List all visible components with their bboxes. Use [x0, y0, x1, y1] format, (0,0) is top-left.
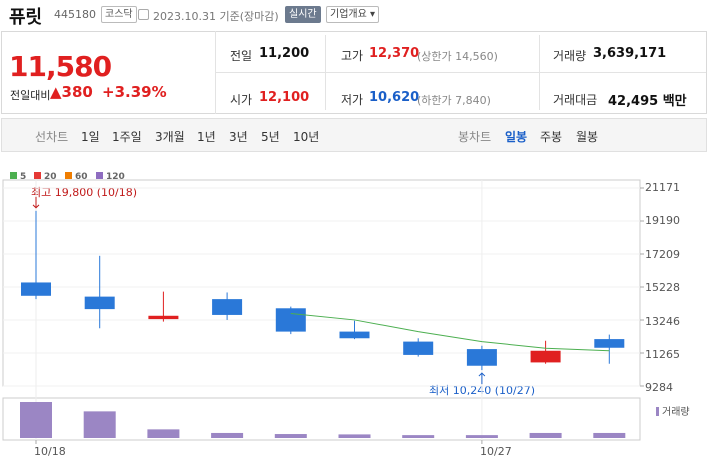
ma5-line	[290, 312, 610, 352]
chart-period-tabs	[1, 118, 707, 152]
volume-label: 거래량	[553, 49, 587, 63]
volume-bar	[338, 434, 371, 438]
tab-5y[interactable]: 5년	[261, 130, 280, 144]
candle-body	[530, 350, 561, 363]
volume-bar	[211, 432, 244, 438]
legend-ma120: 120	[96, 172, 125, 182]
prev-close-value: 11,200	[259, 46, 310, 61]
legend-ma60: 60	[65, 172, 88, 182]
open-value: 12,100	[259, 90, 310, 105]
legend-swatch	[96, 172, 103, 179]
volume-bar	[274, 434, 307, 438]
price-summary	[1, 31, 707, 114]
open-label: 시가	[230, 93, 253, 107]
high-value: 12,370	[369, 46, 420, 61]
y-tick-label: 11265	[645, 348, 680, 361]
y-tick-label: 15228	[645, 281, 680, 294]
prev-close-label: 전일	[230, 49, 253, 63]
volume-swatch	[656, 407, 659, 416]
candle-body	[212, 299, 243, 315]
stock-header: 퓨릿 445180 코스닥 2023.10.31 기준(장마감) 실시간 기업개…	[0, 0, 708, 30]
y-tick-label: 19190	[645, 214, 680, 227]
volume-bar	[147, 429, 180, 438]
y-tick-label: 17209	[645, 248, 680, 261]
volume-bar	[402, 435, 435, 438]
candle-body	[339, 331, 370, 339]
amount-label: 거래대금	[553, 93, 598, 107]
tab-1w[interactable]: 1주일	[112, 130, 142, 144]
tab-weekly[interactable]: 주봉	[540, 130, 563, 144]
high-arrow	[32, 196, 40, 209]
price-change: ▲380	[50, 83, 93, 101]
tab-3y[interactable]: 3년	[229, 130, 248, 144]
tab-1y[interactable]: 1년	[197, 130, 216, 144]
y-tick-label: 9284	[645, 381, 673, 394]
legend-swatch	[65, 172, 72, 179]
candle-body	[21, 282, 51, 296]
volume-legend: 거래량	[656, 403, 690, 418]
volume-bar	[529, 432, 562, 438]
candle-chart-label: 봉차트	[458, 130, 492, 144]
tab-daily[interactable]: 일봉	[505, 130, 528, 144]
x-tick-label: 10/27	[480, 445, 512, 458]
price-change-rate: +3.39%	[102, 83, 167, 101]
stock-code: 445180	[54, 8, 96, 21]
line-chart-label: 선차트	[35, 130, 69, 144]
candle-body	[466, 349, 497, 366]
tab-monthly[interactable]: 월봉	[576, 130, 599, 144]
low-label: 저가	[341, 93, 364, 107]
y-tick-label: 13246	[645, 315, 680, 328]
divider	[216, 72, 706, 73]
realtime-button[interactable]: 실시간	[285, 6, 321, 23]
volume-value: 3,639,171	[593, 46, 667, 61]
x-tick-label: 10/18	[34, 445, 66, 458]
candle-body	[403, 341, 434, 355]
company-info-button[interactable]: 기업개요 ▾	[326, 6, 379, 23]
volume-bar	[83, 411, 116, 438]
y-tick-label: 21171	[645, 181, 680, 194]
change-label: 전일대비	[10, 89, 51, 102]
current-price: 11,580	[9, 50, 112, 83]
volume-bar	[593, 432, 626, 438]
tab-3m[interactable]: 3개월	[155, 130, 185, 144]
volume-bar	[465, 435, 498, 438]
market-badge: 코스닥	[101, 6, 137, 23]
candle-body	[148, 315, 179, 320]
upper-limit: (상한가 14,560)	[417, 50, 498, 63]
legend-swatch	[10, 172, 17, 179]
divider	[215, 31, 216, 114]
low-value: 10,620	[369, 90, 420, 105]
legend-ma5: 5	[10, 172, 26, 182]
legend-swatch	[34, 172, 41, 179]
candlestick-chart[interactable]	[0, 152, 708, 461]
candle-body	[275, 308, 306, 332]
tab-10y[interactable]: 10년	[293, 130, 320, 144]
high-annotation: 최고 19,800 (10/18)	[31, 186, 138, 199]
amount-value: 42,495 백만	[608, 94, 687, 109]
stock-name: 퓨릿	[9, 7, 43, 28]
tab-1d[interactable]: 1일	[81, 130, 100, 144]
high-label: 고가	[341, 49, 364, 63]
lower-limit: (하한가 7,840)	[417, 94, 491, 107]
clock-icon	[138, 9, 149, 20]
candle-body	[84, 296, 115, 310]
volume-bar	[20, 402, 52, 438]
legend-ma20: 20	[34, 172, 57, 182]
low-arrow	[478, 372, 486, 385]
volume-pane-frame	[2, 397, 641, 441]
candle-body	[594, 339, 625, 348]
quote-date: 2023.10.31 기준(장마감)	[153, 10, 279, 23]
